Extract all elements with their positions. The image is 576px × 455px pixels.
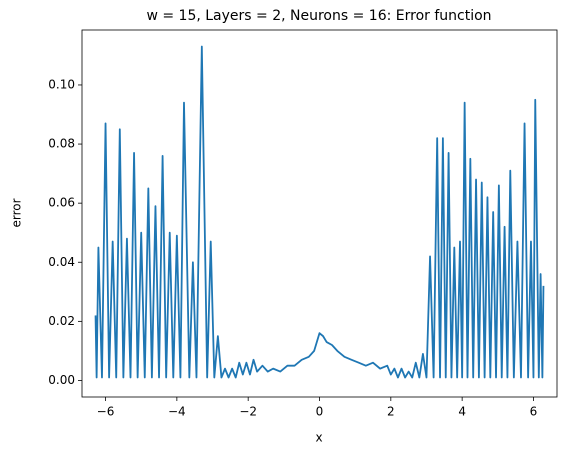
- y-tick-label: 0.00: [48, 373, 75, 387]
- plot-frame: [81, 29, 558, 398]
- x-tick-label: −2: [239, 405, 257, 419]
- line-series: [94, 45, 545, 379]
- x-axis-label: x: [315, 431, 322, 445]
- y-axis-label: error: [10, 198, 24, 227]
- x-tick-label: 0: [316, 405, 324, 419]
- x-tick-label: 4: [458, 405, 466, 419]
- y-tick-label: 0.10: [48, 77, 75, 91]
- x-tick-label: −4: [168, 405, 186, 419]
- chart-title: w = 15, Layers = 2, Neurons = 16: Error …: [146, 8, 491, 24]
- y-tick-label: 0.02: [48, 314, 75, 328]
- y-tick-label: 0.08: [48, 137, 75, 151]
- y-tick-label: 0.04: [48, 255, 75, 269]
- x-tick-label: −6: [97, 405, 115, 419]
- x-tick-label: 6: [530, 405, 538, 419]
- y-tick-label: 0.06: [48, 196, 75, 210]
- x-tick-label: 2: [387, 405, 395, 419]
